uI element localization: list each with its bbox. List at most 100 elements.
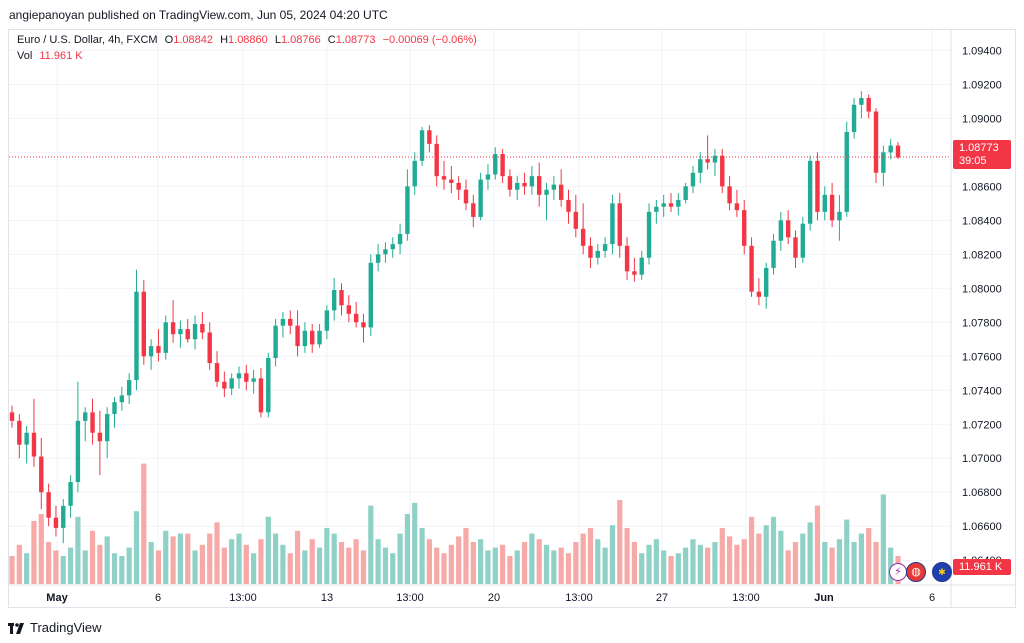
- candle-body: [500, 154, 505, 177]
- volume-bar: [302, 550, 308, 584]
- volume-bar: [199, 544, 205, 584]
- candle-body: [119, 395, 125, 403]
- volume-bar: [24, 553, 30, 584]
- dividend-event-icon[interactable]: ⚡: [889, 563, 907, 581]
- vol-label[interactable]: Vol: [17, 50, 33, 62]
- candle-body: [807, 160, 813, 224]
- candle-body: [31, 432, 37, 457]
- time-axis[interactable]: May 6 13:00 13 13:00 20 13:00 27 13:00 Jun 6: [46, 592, 935, 604]
- brand-name[interactable]: TradingView: [30, 619, 102, 635]
- volume-bar: [631, 542, 637, 584]
- candle-body: [310, 330, 315, 345]
- candle-body: [566, 199, 571, 212]
- volume-bar: [485, 550, 491, 584]
- volume-bar: [53, 550, 59, 584]
- volume-bar: [309, 539, 315, 584]
- volume-bar: [748, 516, 755, 584]
- volume-bar: [243, 544, 249, 584]
- candle-body: [522, 182, 527, 187]
- candle-body: [661, 203, 666, 207]
- candle-body: [397, 233, 403, 245]
- candle-body: [888, 145, 893, 153]
- candle-body: [368, 262, 373, 328]
- volume-bar: [382, 547, 389, 584]
- candle-body: [331, 290, 337, 311]
- volume-bar: [529, 533, 535, 584]
- volume-bar: [67, 547, 74, 584]
- candle-body: [705, 159, 710, 163]
- candle-body: [346, 305, 352, 314]
- volume-bar: [653, 539, 659, 584]
- candle-body: [229, 378, 234, 389]
- volume-bar: [177, 533, 184, 584]
- volume-bar: [587, 528, 594, 584]
- volume-bar: [236, 533, 242, 584]
- time-tick-label: 6: [929, 592, 935, 604]
- symbol-title[interactable]: Euro / U.S. Dollar, 4h, FXCM: [17, 34, 158, 46]
- candle-body: [251, 378, 256, 382]
- candle-body: [222, 381, 227, 389]
- price-axis[interactable]: 1.094001.092001.090001.088001.086001.084…: [962, 45, 1002, 567]
- candle-body: [873, 111, 879, 173]
- candle-body: [632, 271, 637, 275]
- volume-bar: [397, 533, 403, 584]
- volume-bar: [829, 547, 835, 584]
- candle-body: [134, 291, 139, 381]
- volume-bar: [97, 544, 103, 584]
- candle-body: [734, 203, 740, 211]
- chart-frame[interactable]: [8, 29, 1016, 608]
- candle-body: [9, 412, 15, 421]
- volume-bar: [705, 547, 711, 584]
- candle-body: [471, 203, 476, 217]
- countdown-value: 39:05: [959, 155, 987, 167]
- candle-body: [112, 402, 117, 415]
- price-tick-label: 1.08200: [962, 249, 1002, 261]
- candle-body: [463, 189, 469, 204]
- volume-bar: [324, 528, 330, 584]
- candle-body: [17, 420, 22, 445]
- time-tick-label: Jun: [814, 592, 834, 604]
- volume-bar: [609, 525, 616, 584]
- volume-bar: [639, 553, 645, 584]
- low-value: 1.08766: [280, 34, 321, 46]
- candle-body: [617, 203, 622, 246]
- candle-body: [895, 145, 901, 158]
- candle-body: [698, 159, 703, 173]
- eu-flag-event-icon[interactable]: ✱: [932, 562, 952, 582]
- candle-body: [785, 220, 791, 238]
- volume-bar: [229, 539, 235, 584]
- volume-bar: [163, 530, 169, 584]
- price-tick-label: 1.08000: [962, 283, 1002, 295]
- candle-body: [83, 412, 88, 421]
- time-tick-label: 6: [155, 592, 161, 604]
- volume-bar: [16, 544, 22, 584]
- volume-bar: [719, 528, 725, 584]
- volume-bar: [148, 542, 154, 584]
- volume-bar: [543, 544, 550, 584]
- volume-bar: [499, 544, 506, 584]
- candle-body: [97, 432, 103, 442]
- candle-body: [551, 184, 557, 190]
- time-tick-label: 13:00: [229, 592, 257, 604]
- candle-body: [317, 330, 322, 345]
- candle-body: [104, 414, 110, 442]
- last-price-value: 1.08773: [959, 142, 999, 154]
- candle-body: [361, 322, 366, 328]
- candle-body: [280, 318, 286, 326]
- volume-bar: [617, 500, 623, 584]
- volume-bar: [814, 505, 821, 584]
- volume-bar: [390, 553, 396, 584]
- candle-body: [185, 329, 190, 340]
- candle-body: [558, 184, 564, 200]
- candle-body: [39, 456, 44, 493]
- volume-bar: [770, 516, 777, 584]
- volume-bar: [463, 528, 469, 584]
- candle-body: [207, 332, 212, 364]
- us-flag-event-icon[interactable]: ◍: [906, 562, 926, 582]
- candle-body: [170, 322, 176, 335]
- volume-bar: [441, 553, 447, 584]
- close-value: 1.08773: [335, 34, 376, 46]
- open-value: 1.08842: [173, 34, 213, 46]
- volume-bar: [624, 528, 630, 584]
